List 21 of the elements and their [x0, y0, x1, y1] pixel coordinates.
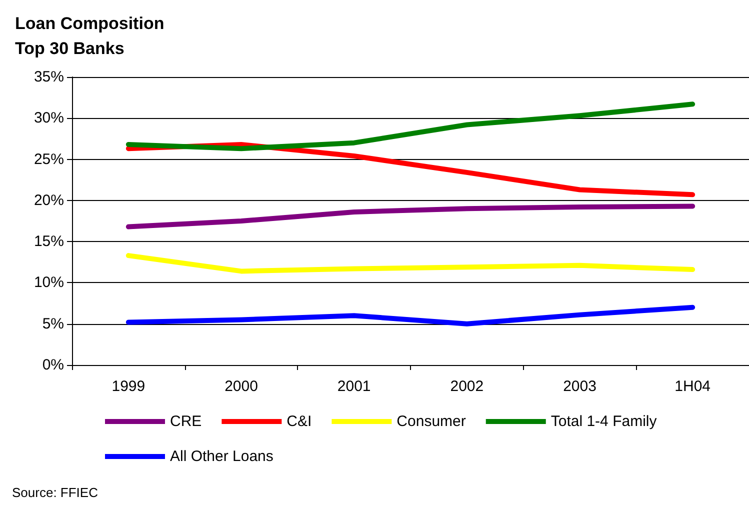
source-note: Source: FFIEC — [12, 485, 98, 500]
legend-label: CRE — [170, 413, 202, 430]
legend-label: C&I — [286, 413, 312, 430]
x-tick-label: 2000 — [224, 378, 258, 395]
legend-label: Total 1-4 Family — [550, 413, 658, 430]
x-tick-label: 2003 — [563, 378, 596, 395]
y-tick-label: 35% — [34, 68, 64, 86]
x-tick-label: 2001 — [337, 378, 371, 395]
y-tick-label: 5% — [42, 315, 64, 332]
y-tick-label: 20% — [34, 192, 64, 209]
y-tick-label: 30% — [34, 110, 64, 127]
y-tick-label: 15% — [34, 233, 64, 250]
y-tick-label: 0% — [42, 356, 64, 374]
y-tick-label: 10% — [34, 274, 64, 292]
x-tick-label: 2002 — [450, 378, 484, 395]
legend-label: All Other Loans — [170, 448, 274, 465]
chart-title: Loan Composition Top 30 Banks — [15, 14, 164, 58]
x-tick-label: 1999 — [112, 378, 146, 395]
y-tick-label: 25% — [34, 150, 64, 168]
legend-label: Consumer — [396, 413, 466, 430]
x-tick-label: 1H04 — [674, 378, 711, 395]
